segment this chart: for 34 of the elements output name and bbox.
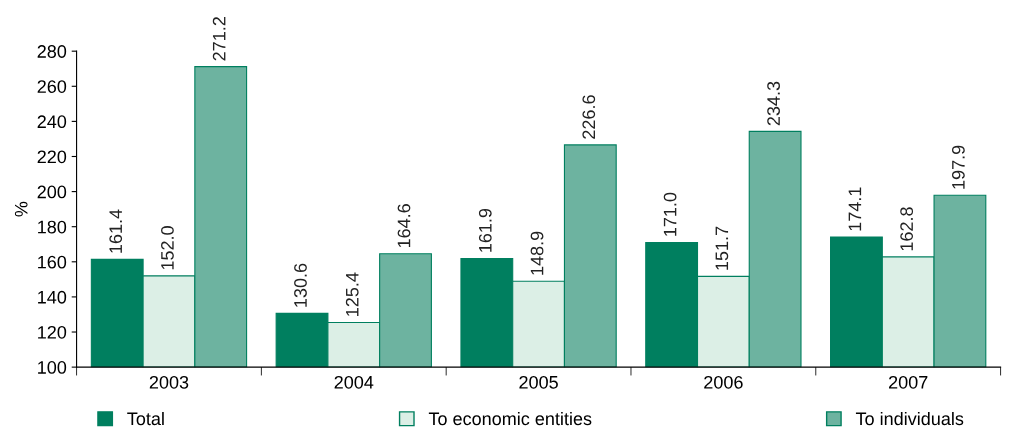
legend-label: To economic entities xyxy=(428,411,592,426)
y-tick-label: 240 xyxy=(37,115,67,129)
y-tick-label: 280 xyxy=(37,45,67,58)
data-label: 161.9 xyxy=(478,208,492,252)
data-label: 161.4 xyxy=(109,209,123,253)
y-tick-label: 180 xyxy=(38,220,67,234)
data-label: 197.9 xyxy=(951,145,965,189)
y-axis-title: % xyxy=(14,201,28,217)
data-label: 130.6 xyxy=(294,263,307,307)
legend-label: Total xyxy=(127,411,164,426)
data-label: 164.6 xyxy=(397,204,411,248)
y-tick-label: 220 xyxy=(37,150,67,164)
legend-label: To individuals xyxy=(855,411,964,426)
data-label: 125.4 xyxy=(345,272,359,316)
data-label: 151.7 xyxy=(715,226,729,270)
data-label: 152.0 xyxy=(161,226,174,270)
data-label: 226.6 xyxy=(582,95,596,139)
data-label: 174.1 xyxy=(848,187,862,231)
data-label: 162.8 xyxy=(900,207,914,251)
y-tick-label: 100 xyxy=(38,361,67,374)
y-tick-label: 120 xyxy=(38,325,67,339)
data-label: 148.9 xyxy=(530,231,544,275)
data-label: 234.3 xyxy=(767,81,780,126)
y-tick-label: 200 xyxy=(37,185,67,199)
x-tick-label: 2006 xyxy=(704,375,743,389)
data-label: 171.0 xyxy=(663,192,677,236)
data-label: 271.2 xyxy=(212,17,226,61)
x-tick-label: 2003 xyxy=(149,375,189,389)
x-tick-label: 2007 xyxy=(889,375,928,389)
y-tick-label: 160 xyxy=(38,255,67,269)
y-tick-label: 140 xyxy=(38,290,67,304)
y-tick-label: 260 xyxy=(37,80,67,93)
x-tick-label: 2005 xyxy=(519,375,558,389)
x-tick-label: 2004 xyxy=(334,375,374,389)
